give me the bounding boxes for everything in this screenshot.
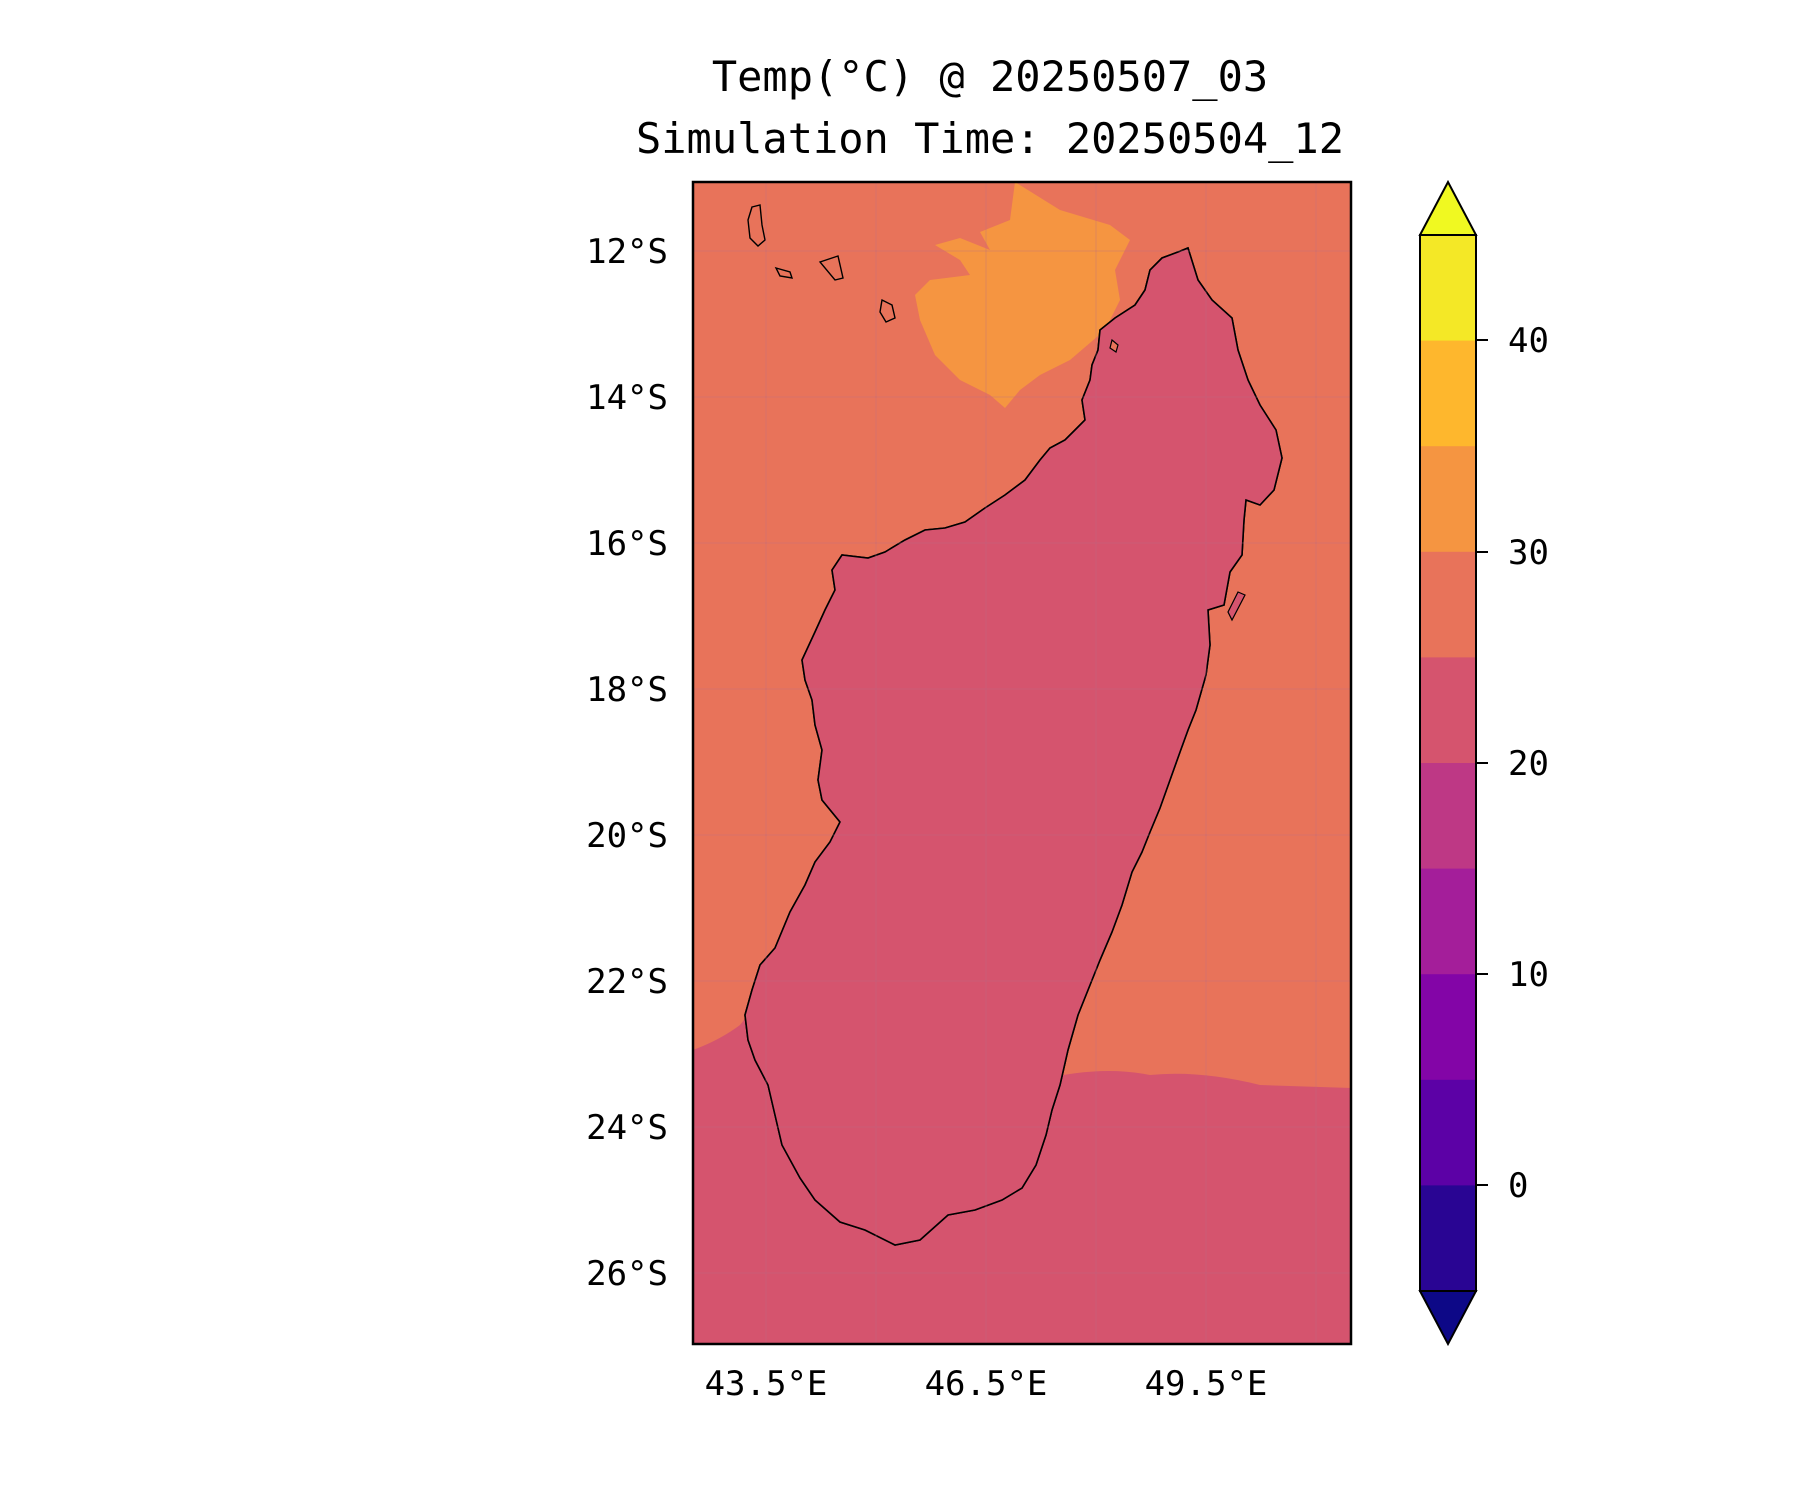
colorbar-tick-label: 0: [1508, 1166, 1528, 1206]
island-nosy-be: [1109, 338, 1119, 353]
island-sainte-marie: [1227, 591, 1246, 622]
lat-tick-label: 26°S: [586, 1254, 668, 1294]
map-panel: [693, 182, 1351, 1344]
lon-tick-label: 46.5°E: [925, 1364, 1048, 1404]
colorbar-tick-label: 30: [1508, 533, 1549, 573]
lat-tick-label: 24°S: [586, 1108, 668, 1148]
lat-tick-label: 18°S: [586, 670, 668, 710]
island-grande-comore: [747, 204, 766, 247]
colorbar-tick-label: 10: [1508, 955, 1549, 995]
colorbar-extend-low: [1418, 1290, 1478, 1347]
map-title: Temp(°C) @ 20250507_03: [711, 52, 1269, 101]
colorbar-tick-label: 20: [1508, 744, 1549, 784]
colorbar-band: [1420, 446, 1476, 553]
colorbar-band: [1420, 1079, 1476, 1186]
map-frame: [691, 180, 1353, 1346]
colorbar-band: [1420, 763, 1476, 870]
colorbar-band: [1420, 340, 1476, 447]
island-anjouan: [818, 255, 844, 281]
colorbar-band: [1420, 235, 1476, 342]
colorbar: 40 30 20 10 0: [1418, 179, 1549, 1347]
colorbar-ticks: [1476, 339, 1488, 1186]
lat-tick-label: 20°S: [586, 816, 668, 856]
colorbar-band: [1420, 974, 1476, 1081]
lon-tick-label: 49.5°E: [1145, 1364, 1268, 1404]
lat-tick-label: 16°S: [586, 524, 668, 564]
colorbar-band: [1420, 657, 1476, 764]
colorbar-extend-high: [1418, 179, 1478, 236]
lat-tick-label: 22°S: [586, 962, 668, 1002]
lon-tick-label: 43.5°E: [705, 1364, 828, 1404]
island-moheli: [774, 266, 794, 279]
colorbar-band: [1420, 551, 1476, 658]
lat-tick-label: 12°S: [586, 232, 668, 272]
colorbar-bands: [1420, 235, 1476, 1292]
lat-tick-label: 14°S: [586, 378, 668, 418]
lon-tick-labels: 43.5°E 46.5°E 49.5°E: [705, 1364, 1268, 1404]
colorbar-band: [1420, 1185, 1476, 1292]
map-subtitle: Simulation Time: 20250504_12: [635, 114, 1344, 163]
lat-tick-labels: 12°S 14°S 16°S 18°S 20°S 22°S 24°S 26°S: [586, 232, 668, 1294]
warm-ocean-patch: [915, 182, 1130, 408]
island-mayotte: [879, 298, 896, 323]
colorbar-tick-label: 40: [1508, 321, 1549, 361]
map-gridlines: [693, 182, 1351, 1344]
colorbar-band: [1420, 868, 1476, 975]
